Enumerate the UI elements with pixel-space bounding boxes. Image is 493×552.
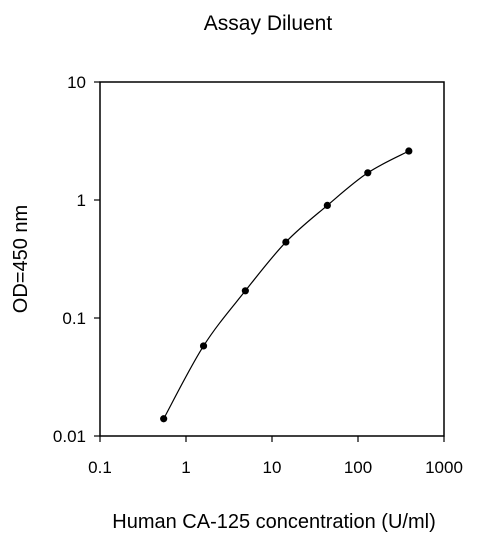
chart-title: Assay Diluent xyxy=(204,12,333,35)
y-axis-title: OD=450 nm xyxy=(10,205,32,313)
x-tick-label: 0.1 xyxy=(88,458,112,477)
x-tick-label: 1 xyxy=(181,458,190,477)
data-point xyxy=(405,147,413,155)
x-tick-label: 10 xyxy=(263,458,282,477)
y-tick-label: 0.01 xyxy=(53,427,86,446)
x-tick-label: 1000 xyxy=(425,458,463,477)
y-tick-label: 0.1 xyxy=(62,309,86,328)
x-axis-title: Human CA-125 concentration (U/ml) xyxy=(112,511,435,533)
x-axis-ticks: 0.1 1 10 100 1000 xyxy=(88,436,463,477)
data-point xyxy=(160,415,168,423)
y-tick-label: 1 xyxy=(77,191,86,210)
data-point xyxy=(241,287,249,295)
data-points xyxy=(160,147,413,423)
data-point xyxy=(364,169,372,177)
x-tick-label: 100 xyxy=(344,458,372,477)
data-point xyxy=(282,238,290,246)
data-point xyxy=(199,342,208,350)
y-tick-label: 10 xyxy=(67,73,86,92)
data-point xyxy=(323,201,331,209)
y-axis-ticks: 0.01 0.1 1 10 xyxy=(53,73,100,446)
